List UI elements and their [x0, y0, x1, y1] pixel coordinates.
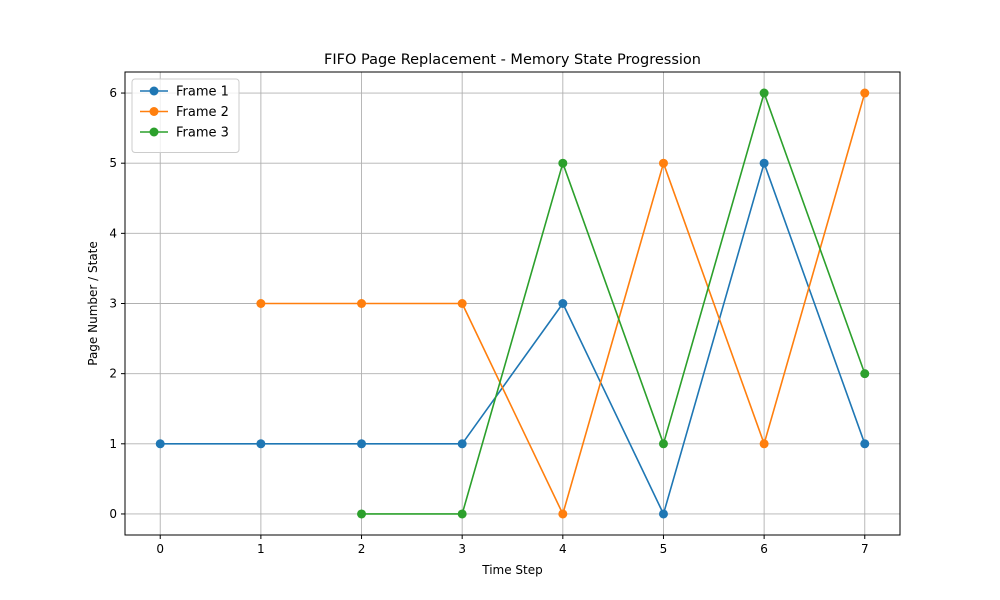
data-point — [256, 439, 266, 449]
y-tick-label: 5 — [109, 156, 117, 170]
x-tick-label: 7 — [861, 542, 869, 556]
legend-label: Frame 2 — [176, 105, 229, 120]
series-line — [160, 162, 866, 515]
series-3 — [357, 88, 870, 519]
y-tick-label: 1 — [109, 437, 117, 451]
series-layer — [155, 88, 870, 519]
data-point — [558, 299, 568, 308]
legend-marker — [149, 86, 159, 96]
data-point — [558, 509, 568, 519]
data-point — [357, 439, 367, 449]
y-tick-label: 0 — [109, 507, 117, 521]
data-point — [658, 158, 668, 168]
data-point — [256, 299, 266, 308]
data-point — [457, 439, 467, 449]
data-point — [658, 509, 668, 519]
data-point — [759, 439, 769, 449]
y-tick-label: 3 — [109, 297, 117, 311]
y-axis-label: Page Number / State — [86, 241, 100, 366]
y-tick-label: 4 — [109, 226, 117, 240]
x-tick-label: 3 — [458, 542, 466, 556]
data-point — [155, 439, 165, 449]
x-axis-label: Time Step — [481, 563, 543, 577]
data-point — [759, 158, 769, 168]
legend-marker — [149, 107, 159, 116]
data-point — [457, 299, 467, 308]
x-tick-label: 2 — [358, 542, 366, 556]
legend-marker — [149, 127, 159, 137]
legend-box — [131, 78, 240, 153]
data-point — [658, 439, 668, 449]
legend-label: Frame 1 — [176, 85, 229, 100]
y-tick-label: 2 — [109, 367, 117, 381]
y-tick-label: 6 — [109, 86, 117, 100]
x-tick-label: 0 — [156, 542, 164, 556]
legend: Frame 1 Frame 2 Frame 3 — [131, 78, 240, 153]
data-point — [357, 509, 367, 519]
data-point — [759, 88, 769, 98]
series-line — [361, 92, 866, 515]
legend-item: Frame 1 — [140, 85, 229, 100]
data-point — [860, 439, 870, 449]
x-tick-label: 5 — [660, 542, 668, 556]
x-tick-label: 1 — [257, 542, 265, 556]
x-tick-label: 4 — [559, 542, 567, 556]
series-1 — [155, 158, 870, 519]
data-point — [860, 88, 870, 98]
data-point — [357, 299, 367, 308]
data-point — [558, 158, 568, 168]
series-2 — [256, 88, 870, 519]
legend-item: Frame 3 — [140, 126, 229, 141]
axis-ticks: 0 1 2 3 4 5 6 7 0 1 2 3 4 5 6 — [109, 86, 868, 556]
data-point — [860, 369, 870, 379]
data-point — [457, 509, 467, 519]
x-tick-label: 6 — [760, 542, 768, 556]
legend-item: Frame 2 — [140, 105, 229, 120]
chart-title: FIFO Page Replacement - Memory State Pro… — [324, 52, 701, 68]
legend-label: Frame 3 — [176, 126, 229, 141]
